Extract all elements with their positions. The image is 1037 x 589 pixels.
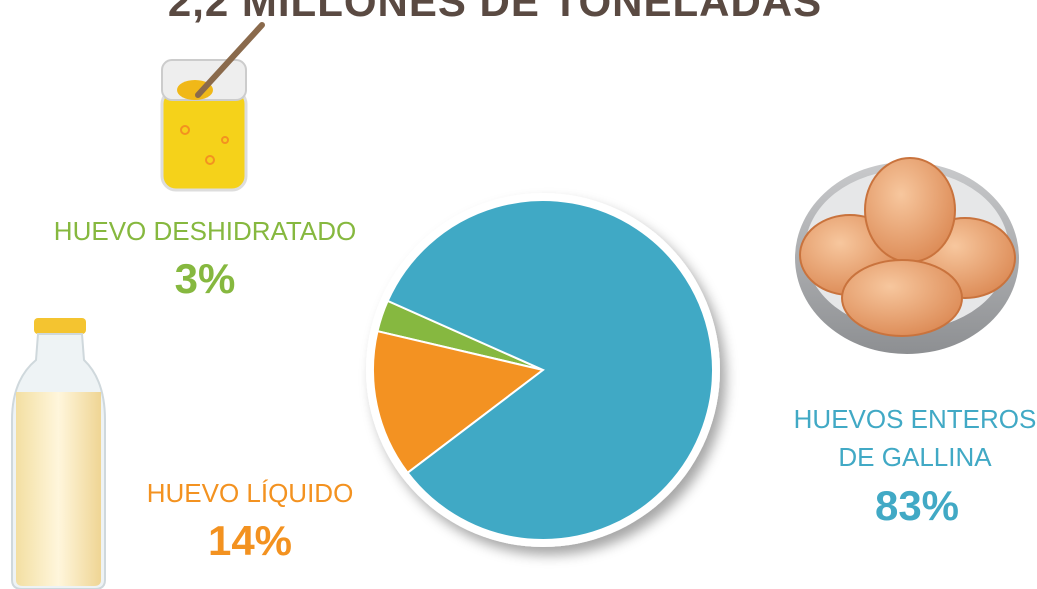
page: 2,2 MILLONES DE TONELADAS HUEVO DESHIDRA… xyxy=(0,0,1037,589)
pie xyxy=(366,193,720,547)
value-label: 83% xyxy=(875,485,959,527)
category-label: HUEVO DESHIDRATADO xyxy=(54,218,356,244)
value-label: 3% xyxy=(175,258,236,300)
category-label: HUEVOS ENTEROS DE GALLINA xyxy=(793,400,1037,476)
eggs-illustration xyxy=(795,158,1019,354)
bottle-illustration xyxy=(12,318,105,589)
jar-illustration xyxy=(162,25,262,190)
value-label: 14% xyxy=(208,520,292,562)
category-label: HUEVO LÍQUIDO xyxy=(147,480,354,506)
